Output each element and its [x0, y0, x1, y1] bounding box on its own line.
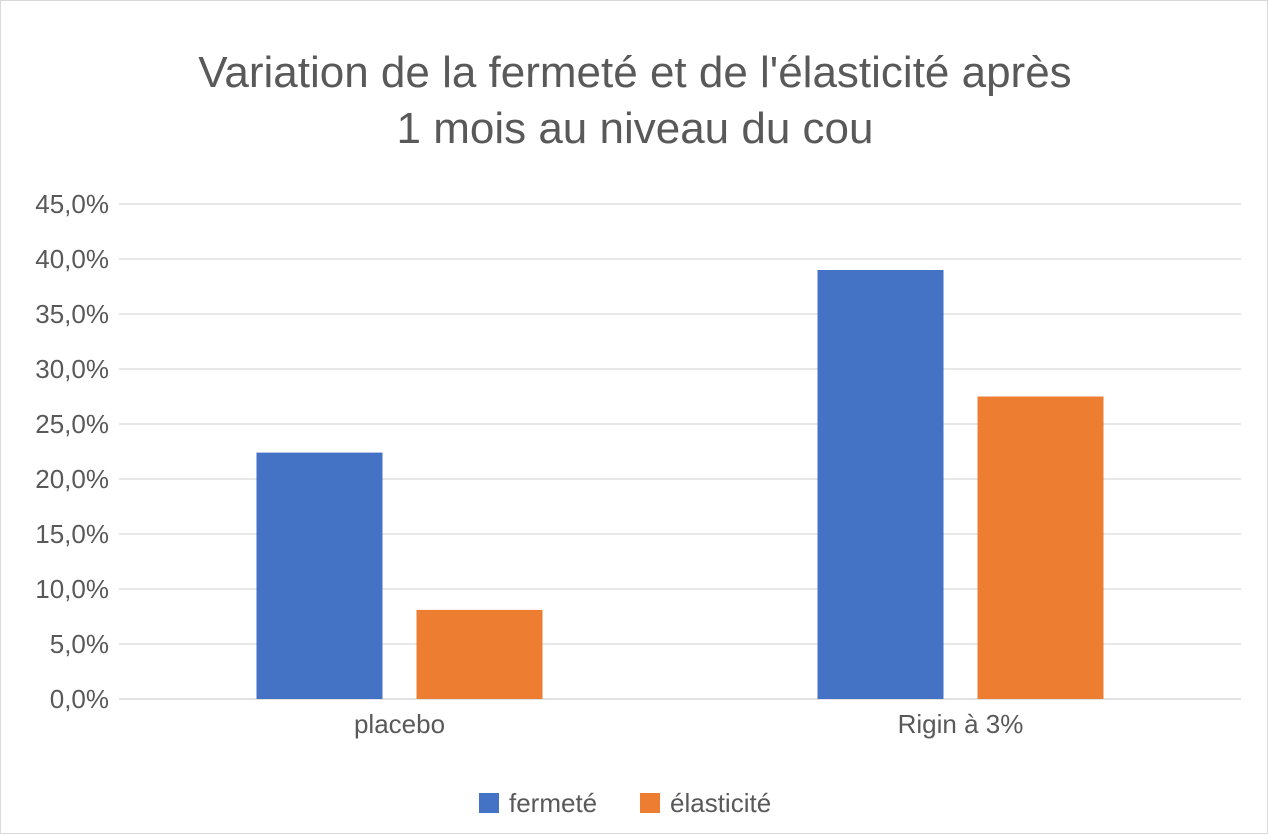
x-category-label: placebo [354, 709, 445, 739]
bar-fermete-placebo [256, 452, 383, 699]
legend-label: fermeté [509, 788, 597, 818]
y-tick-label: 15,0% [35, 519, 109, 549]
y-tick-label: 30,0% [35, 354, 109, 384]
x-category-label: Rigin à 3% [898, 709, 1024, 739]
bar-fermete-rigin [817, 270, 944, 699]
y-tick-label: 35,0% [35, 299, 109, 329]
y-tick-label: 20,0% [35, 464, 109, 494]
legend-swatch [479, 793, 499, 813]
bars [256, 270, 1104, 699]
y-tick-label: 40,0% [35, 244, 109, 274]
y-tick-label: 45,0% [35, 189, 109, 219]
y-tick-label: 0,0% [50, 684, 109, 714]
legend-swatch [640, 793, 660, 813]
y-tick-label: 5,0% [50, 629, 109, 659]
y-axis-tick-labels: 0,0% 5,0% 10,0% 15,0% 20,0% 25,0% 30,0% 35,0% 40… [35, 189, 109, 714]
x-axis-category-labels: placebo Rigin à 3% [354, 709, 1023, 739]
y-tick-label: 10,0% [35, 574, 109, 604]
legend-label: élasticité [670, 788, 771, 818]
bar-elasticite-placebo [416, 609, 543, 699]
bar-elasticite-rigin [977, 396, 1104, 699]
y-tick-label: 25,0% [35, 409, 109, 439]
legend: fermeté élasticité [479, 788, 771, 818]
chart-title-line-1: Variation de la fermeté et de l'élastici… [198, 48, 1071, 97]
chart-title-line-2: 1 mois au niveau du cou [397, 104, 874, 153]
